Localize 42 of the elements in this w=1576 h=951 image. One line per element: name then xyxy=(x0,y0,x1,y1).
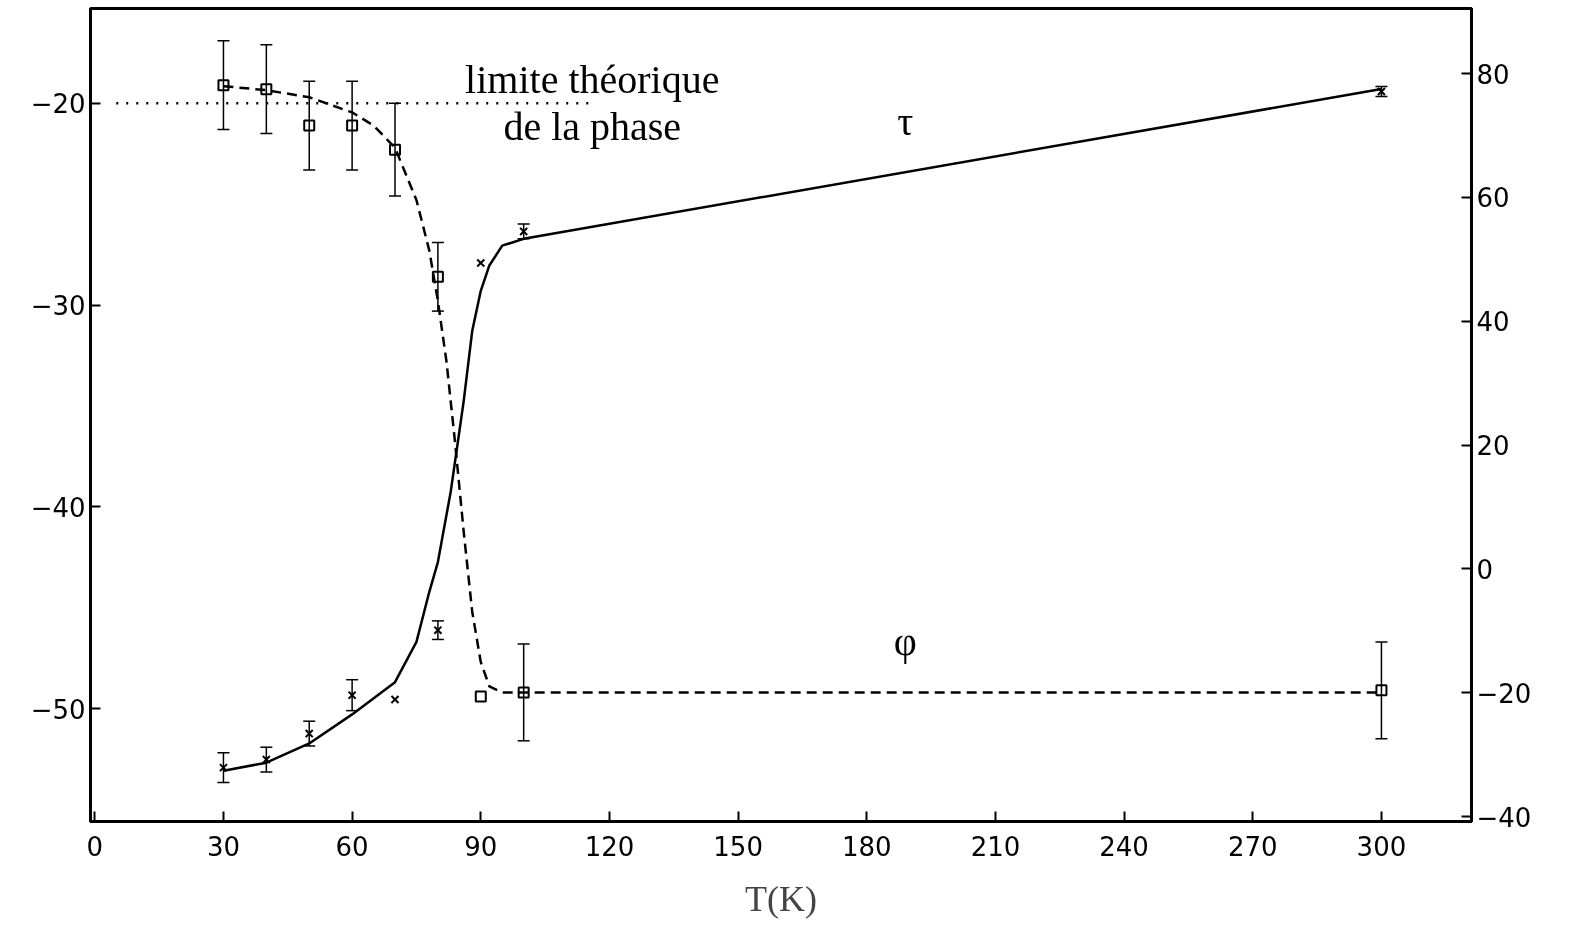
y-tick-label: −50 xyxy=(30,694,86,725)
x-tick-label: 240 xyxy=(1099,831,1149,862)
point xyxy=(519,226,529,236)
x-tick-label: 30 xyxy=(206,831,241,862)
point xyxy=(389,143,402,156)
point xyxy=(303,119,316,132)
y2-tick-label: 80 xyxy=(1476,59,1510,90)
x-tick-label: 210 xyxy=(970,831,1021,862)
point xyxy=(1375,684,1388,697)
y2-tick-label: 0 xyxy=(1476,554,1494,585)
y2-tick-label: −20 xyxy=(1476,678,1532,709)
point xyxy=(304,729,314,739)
series-label: φ xyxy=(893,619,917,665)
y2-tick-label: 40 xyxy=(1476,307,1510,338)
point xyxy=(474,690,487,703)
point xyxy=(260,83,273,96)
y-tick-label: −20 xyxy=(30,89,86,120)
point xyxy=(433,625,443,635)
point xyxy=(390,694,400,705)
x-tick-label: 270 xyxy=(1227,831,1278,862)
x-tick-label: 300 xyxy=(1356,831,1407,862)
y2-tick-label: 20 xyxy=(1476,431,1510,462)
point xyxy=(261,755,271,765)
point xyxy=(476,258,486,268)
y-tick-label: −30 xyxy=(30,291,86,322)
x-tick-label: 150 xyxy=(713,831,763,862)
x-tick-label: 120 xyxy=(584,831,635,862)
point xyxy=(347,690,357,700)
point xyxy=(517,686,530,699)
x-tick-label: 90 xyxy=(464,831,498,862)
series-label: τ xyxy=(897,99,914,145)
x-tick-label: 180 xyxy=(841,831,892,862)
y2-tick-label: 60 xyxy=(1476,183,1510,214)
x-tick-label: 60 xyxy=(335,831,369,862)
point xyxy=(346,119,359,132)
x-tick-label: 0 xyxy=(86,831,104,862)
point xyxy=(431,270,444,283)
point xyxy=(217,79,230,92)
y2-tick-label: −40 xyxy=(1476,802,1532,833)
y-tick-label: −40 xyxy=(30,492,86,523)
x-axis-title: T(K) xyxy=(745,878,817,919)
series-label: limite théorique de la phase xyxy=(465,57,720,150)
